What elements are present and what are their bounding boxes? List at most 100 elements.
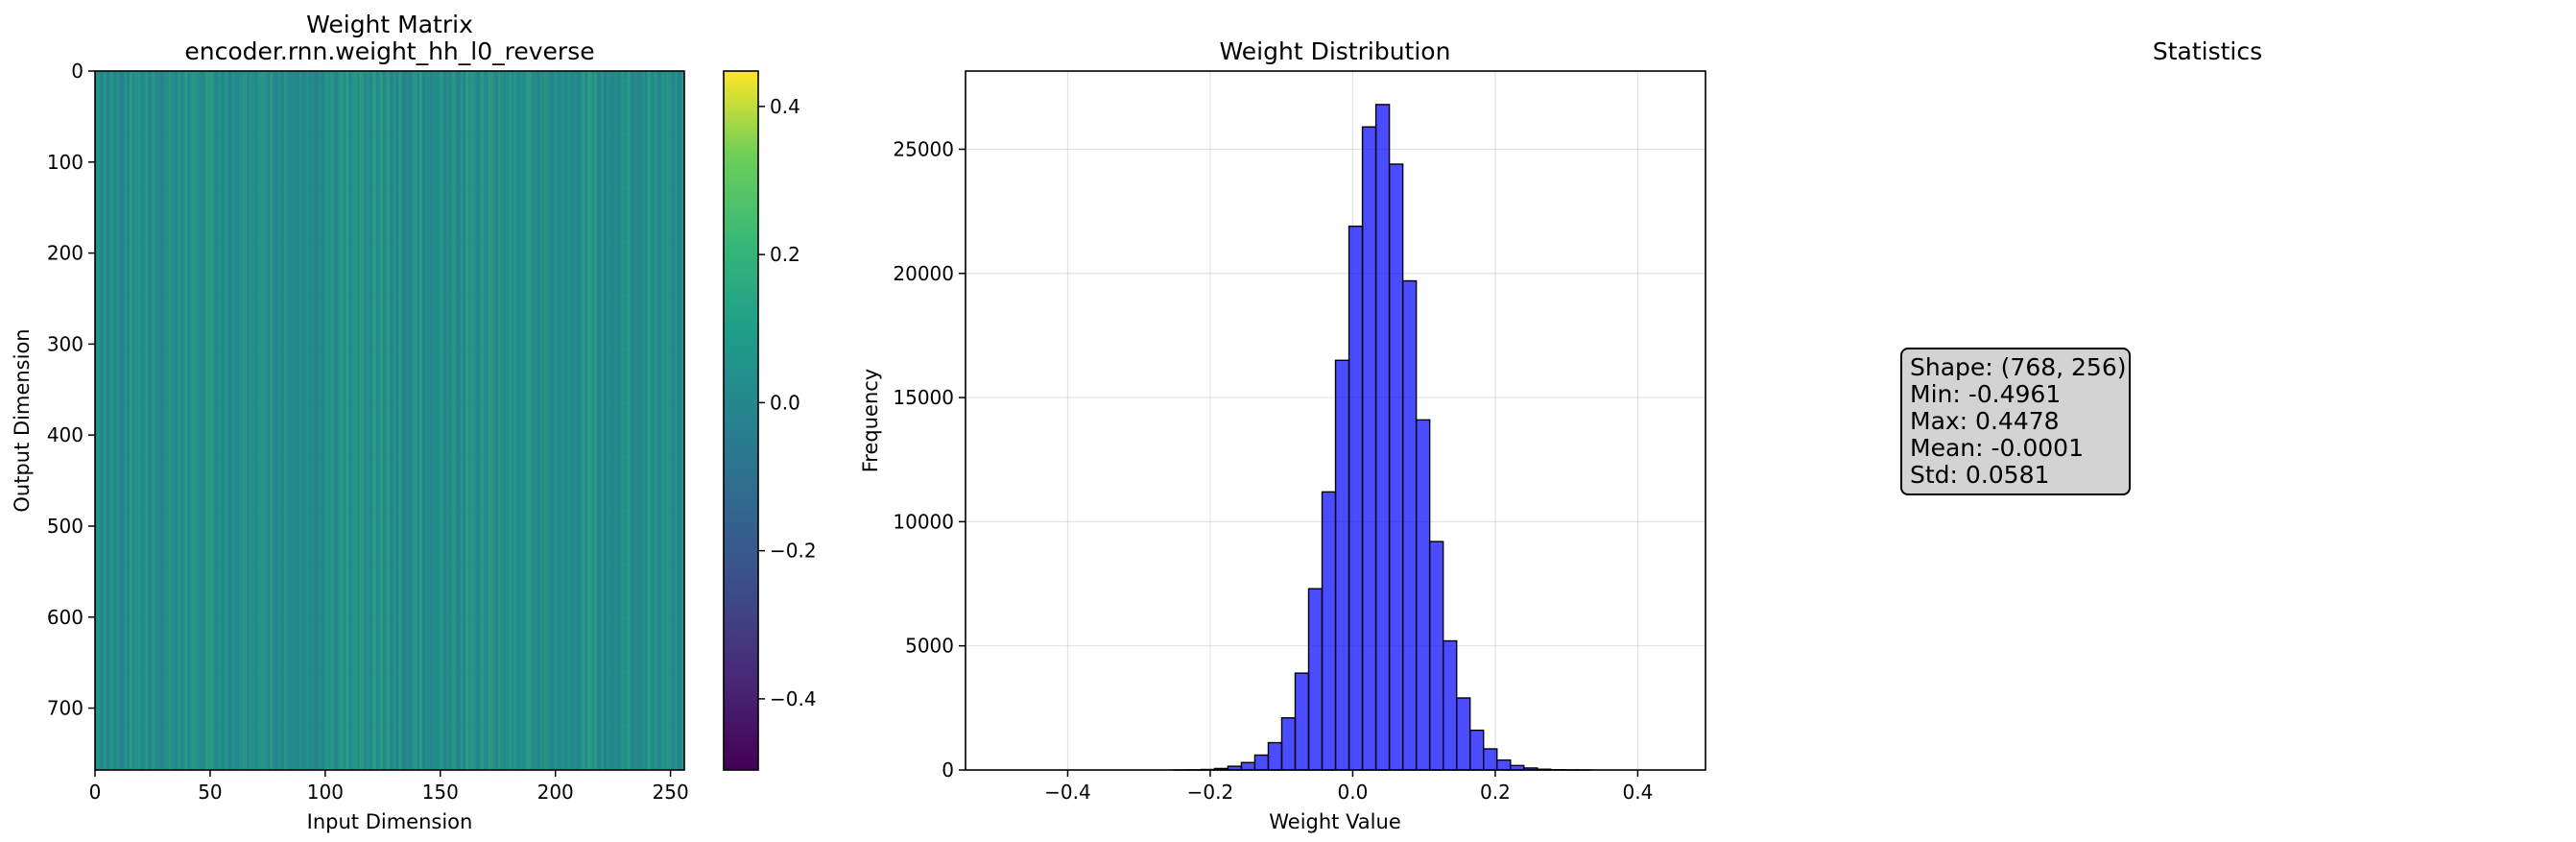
heatmap-y-tick-label: 100 <box>47 151 83 174</box>
heatmap-column <box>133 71 137 770</box>
histogram-y-tick-label: 10000 <box>893 510 954 533</box>
heatmap-column <box>431 71 434 770</box>
heatmap-column <box>152 71 155 770</box>
heatmap-column <box>286 71 289 770</box>
heatmap-column <box>159 71 162 770</box>
heatmap-column <box>387 71 390 770</box>
heatmap-column <box>509 71 513 770</box>
heatmap-y-tick-label: 600 <box>47 606 83 629</box>
heatmap-column <box>281 71 284 770</box>
statistics-box: Shape: (768, 256) Min: -0.4961 Max: 0.44… <box>1900 348 2131 495</box>
colorbar <box>723 70 759 771</box>
heatmap-column <box>403 71 406 770</box>
heatmap-column <box>584 71 588 770</box>
heatmap-column <box>535 71 537 770</box>
heatmap-column <box>550 71 554 770</box>
heatmap-column <box>408 71 411 770</box>
heatmap-column <box>405 71 409 770</box>
heatmap-column <box>596 71 600 770</box>
heatmap-column <box>263 71 266 770</box>
heatmap-column <box>274 71 277 770</box>
heatmap-column <box>364 71 368 770</box>
heatmap-column <box>492 71 496 770</box>
heatmap-column <box>681 71 684 770</box>
heatmap-panel: Weight Matrix encoder.rnn.weight_hh_l0_r… <box>11 11 817 833</box>
heatmap-column <box>390 71 393 770</box>
heatmap-x-tick-label: 150 <box>422 781 459 804</box>
heatmap-column <box>489 71 491 770</box>
histogram-bar <box>1388 163 1404 771</box>
heatmap-column <box>520 71 524 770</box>
heatmap-column <box>272 71 275 770</box>
histogram-frame <box>965 70 1706 771</box>
heatmap-column <box>249 71 252 770</box>
heatmap-column <box>553 71 556 770</box>
heatmap-column <box>278 71 282 770</box>
heatmap-column <box>228 71 231 770</box>
heatmap-column <box>175 71 179 770</box>
heatmap-column <box>321 71 323 770</box>
heatmap-column <box>163 71 167 770</box>
histogram-y-tick-label: 0 <box>942 758 954 782</box>
heatmap-column <box>382 71 386 770</box>
colorbar-tick-label: −0.2 <box>770 540 817 563</box>
colorbar-tick-label: 0.4 <box>770 95 800 118</box>
heatmap-column <box>481 71 485 770</box>
heatmap-column <box>99 71 103 770</box>
heatmap-column <box>168 71 172 770</box>
stat-mean: Mean: -0.0001 <box>1910 434 2084 462</box>
heatmap-column <box>500 71 503 770</box>
heatmap-column <box>583 71 585 770</box>
heatmap-column <box>260 71 264 770</box>
heatmap-column <box>237 71 241 770</box>
heatmap-column <box>490 71 493 770</box>
heatmap-column <box>221 71 225 770</box>
heatmap-column <box>106 71 109 770</box>
histogram-y-tick-label: 5000 <box>905 635 954 658</box>
histogram-y-label: Frequency <box>859 369 882 473</box>
histogram-y-tick-label: 20000 <box>893 262 954 285</box>
heatmap-column <box>148 71 151 770</box>
heatmap-column <box>677 71 680 770</box>
heatmap-y-label: Output Dimension <box>11 328 34 512</box>
heatmap-texture <box>99 71 684 770</box>
histogram-y-axis: 0 5000 10000 15000 20000 25000 <box>893 137 966 782</box>
heatmap-column <box>251 71 254 770</box>
heatmap-column <box>525 71 528 770</box>
heatmap-column <box>184 71 187 770</box>
histogram-bar <box>1455 697 1471 771</box>
histogram-x-tick-label: 0.4 <box>1622 781 1653 804</box>
histogram-x-axis: −0.4 −0.2 0.0 0.2 0.4 <box>1044 770 1653 804</box>
heatmap-column <box>145 71 149 770</box>
histogram-bar <box>1294 672 1310 771</box>
heatmap-column <box>578 71 582 770</box>
heatmap-column <box>477 71 480 770</box>
heatmap-column <box>362 71 365 770</box>
heatmap-column <box>122 71 126 770</box>
heatmap-column <box>203 71 206 770</box>
heatmap-column <box>560 71 562 770</box>
heatmap-column <box>463 71 466 770</box>
heatmap-column <box>497 71 501 770</box>
heatmap-column <box>633 71 636 770</box>
heatmap-column <box>627 71 630 770</box>
heatmap-column <box>604 71 607 770</box>
histogram-x-tick-label: 0.2 <box>1480 781 1511 804</box>
heatmap-column <box>400 71 404 770</box>
heatmap-x-axis: 0 50 100 150 200 250 <box>89 770 689 804</box>
histogram-x-tick-label: 0.0 <box>1338 781 1369 804</box>
histogram-x-tick-label: −0.4 <box>1044 781 1091 804</box>
heatmap-column <box>589 71 593 770</box>
heatmap-x-tick-label: 0 <box>89 781 102 804</box>
heatmap-column <box>541 71 544 770</box>
heatmap-column <box>242 71 245 770</box>
histogram-bar <box>1321 491 1337 771</box>
heatmap-column <box>537 71 539 770</box>
heatmap-column <box>313 71 317 770</box>
heatmap-y-tick-label: 400 <box>47 423 83 446</box>
heatmap-column <box>150 71 153 770</box>
histogram-panel: Weight Distribution −0.4 −0.2 0.0 0.2 0.4 0 5… <box>859 37 1706 833</box>
heatmap-column <box>635 71 639 770</box>
heatmap-matrix <box>95 71 684 770</box>
heatmap-column <box>415 71 417 770</box>
